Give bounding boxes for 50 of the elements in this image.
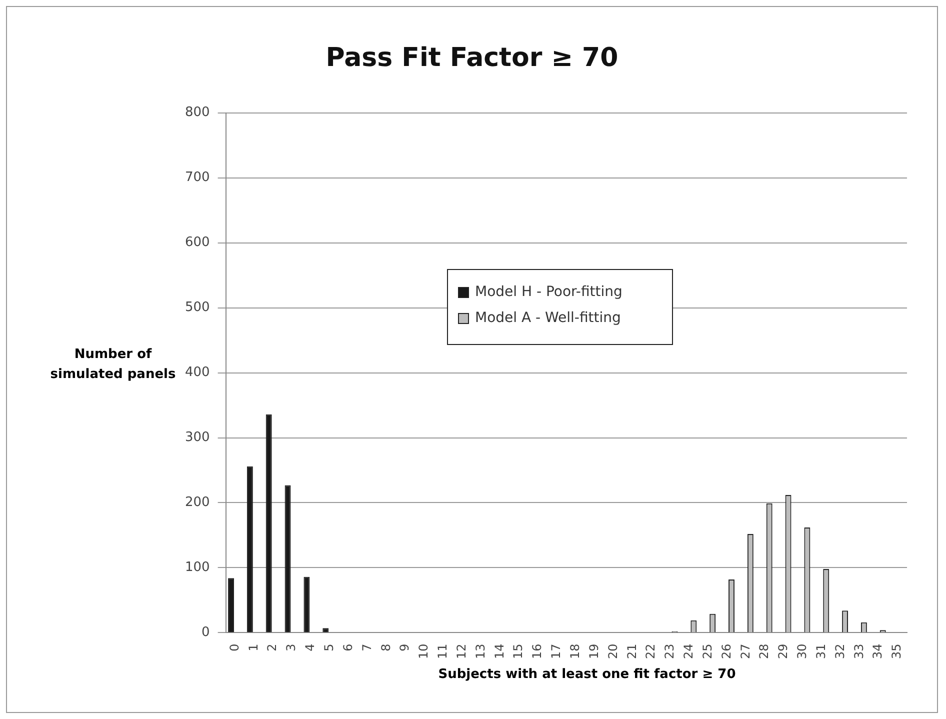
x-tick-label: 1 xyxy=(246,644,260,652)
x-tick-label: 32 xyxy=(832,644,847,660)
x-tick-label: 20 xyxy=(606,644,620,660)
x-tick-label: 15 xyxy=(511,644,526,660)
x-tick-label: 11 xyxy=(436,644,450,660)
x-tick-label: 27 xyxy=(738,644,752,660)
y-tick-label: 600 xyxy=(184,235,210,250)
x-tick-label: 34 xyxy=(870,644,885,660)
x-tick-label: 0 xyxy=(227,644,242,652)
x-tick-label: 28 xyxy=(757,644,772,660)
y-tick-label: 100 xyxy=(184,560,210,576)
x-axis-title: Subjects with at least one fit factor ≥ 70 xyxy=(437,667,737,682)
y-axis-title: Number of simulated panels xyxy=(49,346,177,384)
x-tick-label: 26 xyxy=(719,644,734,660)
y-tick-label: 200 xyxy=(184,495,210,510)
x-tick-label: 33 xyxy=(852,644,866,660)
y-tick-label: 700 xyxy=(184,170,210,186)
legend-label: Model H - Poor-fitting xyxy=(475,284,622,300)
y-tick-label: 400 xyxy=(184,365,210,380)
x-tick-label: 17 xyxy=(549,644,564,660)
x-tick-label: 13 xyxy=(473,644,488,660)
legend-label: Model A - Well-fitting xyxy=(475,310,621,326)
x-tick-label: 6 xyxy=(340,644,355,652)
y-tick-label: 300 xyxy=(184,430,210,446)
x-tick-label: 29 xyxy=(776,644,790,660)
x-tick-label: 24 xyxy=(682,644,696,660)
x-tick-label: 31 xyxy=(814,644,828,660)
x-tick-label: 21 xyxy=(624,644,639,660)
x-tick-label: 10 xyxy=(416,644,431,660)
x-tick-label: 19 xyxy=(586,644,601,660)
x-tick-label: 5 xyxy=(322,644,336,652)
x-tick-label: 14 xyxy=(492,644,506,660)
y-tick-label: 800 xyxy=(184,105,210,120)
x-tick-label: 7 xyxy=(360,644,374,652)
x-tick-label: 35 xyxy=(890,644,904,660)
x-tick-label: 2 xyxy=(265,644,280,652)
x-tick-label: 16 xyxy=(530,644,544,660)
x-tick-label: 23 xyxy=(662,644,677,660)
x-tick-label: 22 xyxy=(644,644,658,660)
chart-title: Pass Fit Factor ≥ 70 xyxy=(324,43,620,73)
x-tick-label: 18 xyxy=(568,644,582,660)
x-tick-label: 4 xyxy=(303,644,318,652)
x-tick-label: 3 xyxy=(284,644,298,652)
x-tick-label: 12 xyxy=(454,644,468,660)
y-tick-label: 0 xyxy=(202,625,210,640)
x-tick-label: 25 xyxy=(700,644,714,660)
x-tick-label: 9 xyxy=(398,644,412,652)
x-tick-label: 30 xyxy=(795,644,810,660)
y-tick-label: 500 xyxy=(184,300,210,316)
x-tick-label: 8 xyxy=(378,644,393,652)
